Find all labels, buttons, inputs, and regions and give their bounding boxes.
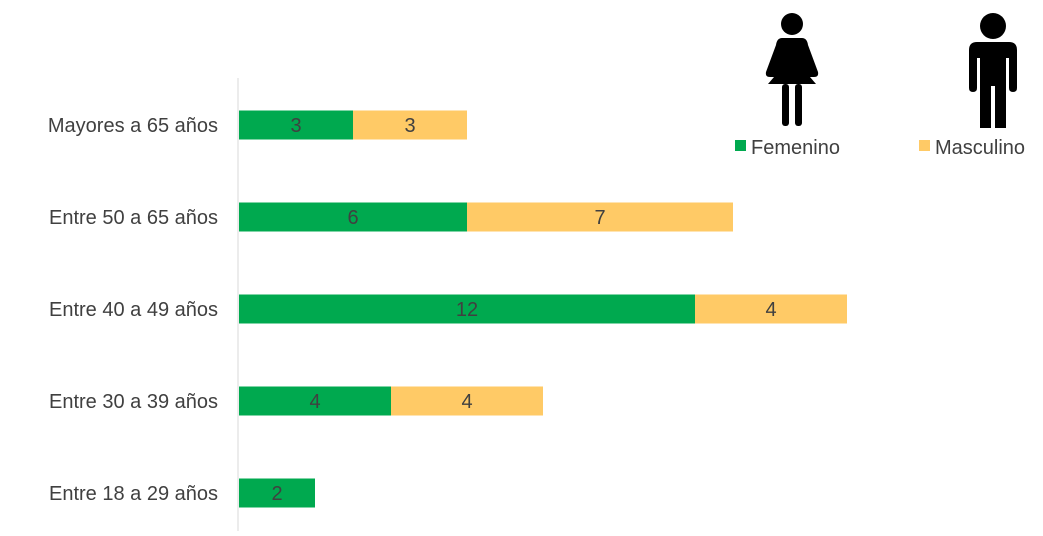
bar-masculino-3 — [391, 386, 543, 416]
bar-masculino-2 — [695, 294, 847, 324]
legend: Femenino Masculino — [735, 137, 1025, 159]
female-person-icon — [765, 13, 819, 126]
bars-layer — [239, 110, 847, 508]
legend-item-masculino: Masculino — [919, 137, 1025, 159]
bar-femenino-1 — [239, 202, 467, 232]
data-label-masculino-2: 4 — [765, 299, 776, 321]
category-label-2: Entre 40 a 49 años — [49, 299, 218, 321]
category-label-4: Entre 18 a 29 años — [49, 483, 218, 505]
data-label-femenino-3: 4 — [309, 391, 320, 413]
data-label-femenino-4: 2 — [271, 483, 282, 505]
category-label-1: Entre 50 a 65 años — [49, 207, 218, 229]
bar-femenino-3 — [239, 386, 391, 416]
value-labels: 3 3 6 7 12 4 4 4 2 — [271, 115, 776, 505]
legend-item-femenino: Femenino — [735, 137, 840, 159]
male-person-icon — [969, 13, 1017, 128]
data-label-masculino-3: 4 — [461, 391, 472, 413]
bar-femenino-0 — [239, 110, 353, 140]
category-label-0: Mayores a 65 años — [48, 115, 218, 137]
legend-label-femenino: Femenino — [751, 137, 840, 159]
bar-femenino-4 — [239, 478, 315, 508]
legend-label-masculino: Masculino — [935, 137, 1025, 159]
bar-femenino-2 — [239, 294, 695, 324]
legend-swatch-masculino — [919, 140, 930, 151]
data-label-femenino-0: 3 — [290, 115, 301, 137]
bar-masculino-1 — [467, 202, 733, 232]
legend-swatch-femenino — [735, 140, 746, 151]
data-label-masculino-0: 3 — [404, 115, 415, 137]
category-labels: Mayores a 65 años Entre 50 a 65 años Entre… — [48, 115, 218, 505]
category-label-3: Entre 30 a 39 años — [49, 391, 218, 413]
bar-masculino-0 — [353, 110, 467, 140]
data-label-femenino-1: 6 — [347, 207, 358, 229]
data-label-femenino-2: 12 — [456, 299, 478, 321]
data-label-masculino-1: 7 — [594, 207, 605, 229]
